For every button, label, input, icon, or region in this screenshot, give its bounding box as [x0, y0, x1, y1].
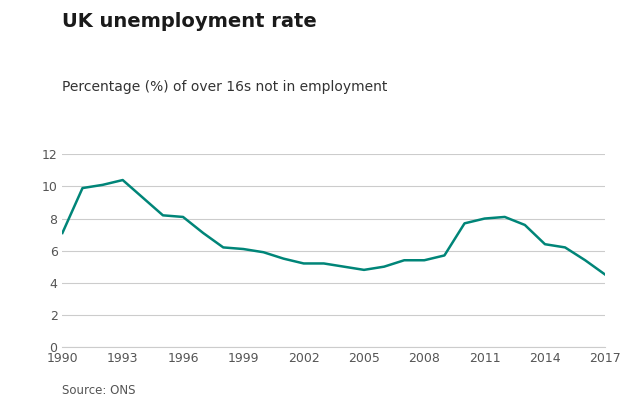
Text: UK unemployment rate: UK unemployment rate	[62, 12, 317, 31]
Text: Percentage (%) of over 16s not in employment: Percentage (%) of over 16s not in employ…	[62, 80, 388, 94]
Text: Source: ONS: Source: ONS	[62, 384, 136, 397]
